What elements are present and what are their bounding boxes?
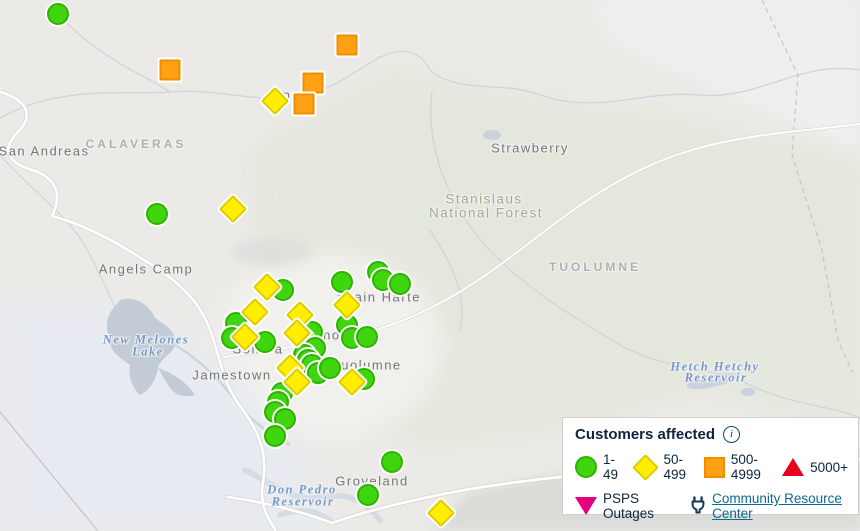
plug-icon bbox=[689, 496, 707, 516]
outage-marker-green[interactable] bbox=[389, 273, 411, 295]
orange-square-icon bbox=[703, 456, 725, 478]
yellow-diamond-icon bbox=[631, 453, 659, 481]
outage-marker-green[interactable] bbox=[146, 203, 168, 225]
psps-label: PSPS Outages bbox=[603, 491, 655, 521]
outage-marker-green[interactable] bbox=[274, 408, 296, 430]
psps-triangle-icon bbox=[575, 497, 597, 515]
outage-marker-orange[interactable] bbox=[336, 34, 358, 56]
water-bodies bbox=[106, 130, 755, 523]
legend-thresholds-row: 1-49 50-499 500-4999 5000+ bbox=[575, 452, 858, 482]
county-boundary bbox=[761, 0, 853, 373]
outage-marker-yellow[interactable] bbox=[426, 498, 456, 528]
green-circle-icon bbox=[575, 456, 597, 478]
legend-panel: Customers affected i 1-49 50-499 500-499… bbox=[562, 417, 859, 521]
region-topright-light bbox=[590, 0, 860, 150]
legend-label-500-4999: 500-4999 bbox=[730, 452, 761, 482]
railroad-line bbox=[0, 411, 99, 531]
outage-marker-green[interactable] bbox=[319, 357, 341, 379]
outage-marker-green[interactable] bbox=[381, 451, 403, 473]
outage-marker-orange[interactable] bbox=[293, 93, 315, 115]
outage-marker-green[interactable] bbox=[264, 425, 286, 447]
outage-marker-orange[interactable] bbox=[159, 59, 181, 81]
legend-title: Customers affected bbox=[575, 426, 716, 443]
outage-marker-green[interactable] bbox=[254, 331, 276, 353]
info-icon[interactable]: i bbox=[723, 426, 741, 443]
outage-marker-green[interactable] bbox=[357, 484, 379, 506]
outage-marker-green[interactable] bbox=[356, 326, 378, 348]
outage-marker-yellow[interactable] bbox=[218, 194, 248, 224]
outage-marker-orange[interactable] bbox=[302, 72, 324, 94]
red-triangle-icon bbox=[782, 458, 805, 476]
outage-marker-green[interactable] bbox=[331, 271, 353, 293]
legend-label-50-499: 50-499 bbox=[663, 452, 687, 482]
region-murphys bbox=[232, 239, 312, 265]
outage-marker-yellow[interactable] bbox=[332, 290, 362, 320]
community-resource-center-link[interactable]: Community Resource Center bbox=[712, 491, 842, 521]
legend-label-1-49: 1-49 bbox=[603, 452, 619, 482]
legend-psps-row: PSPS Outages Community Resource Center bbox=[575, 491, 858, 521]
outage-marker-green[interactable] bbox=[47, 3, 69, 25]
outage-marker-yellow[interactable] bbox=[260, 86, 290, 116]
legend-label-5000plus: 5000+ bbox=[810, 459, 848, 475]
